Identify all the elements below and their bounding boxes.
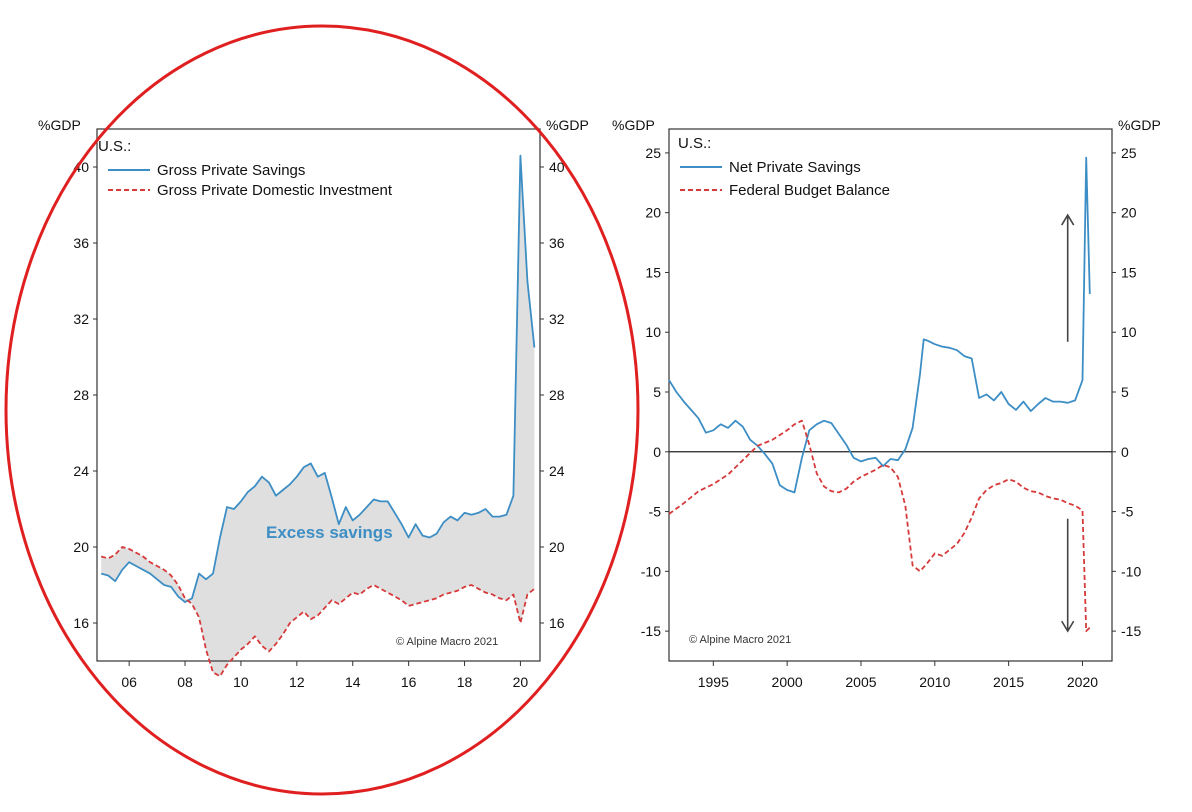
x-tick-label: 1995 <box>698 674 729 690</box>
x-tick-label: 12 <box>289 674 305 690</box>
y-tick-label-right: 15 <box>1121 264 1137 280</box>
right-chart-panel: -15 -10 -5 0 5 10 15 20 25 -15 -10 -5 0 5 10 15 20 25 19… <box>612 117 1161 690</box>
arrow-down-head <box>1061 620 1075 633</box>
x-tick-label: 08 <box>177 674 193 690</box>
y-tick-label-left: 20 <box>73 539 89 555</box>
y-tick-label-left: 0 <box>653 444 661 460</box>
x-tick-label: 2015 <box>993 674 1024 690</box>
left-region-label: U.S.: <box>98 138 131 155</box>
right-plot-frame <box>668 128 1113 662</box>
y-tick-label-right: 10 <box>1121 324 1137 340</box>
arrow-up-head <box>1061 213 1075 226</box>
y-tick-label-right: 40 <box>549 159 565 175</box>
y-tick-label-right: 20 <box>549 539 565 555</box>
left-y-unit-label-right: %GDP <box>546 117 589 133</box>
y-tick-label-left: -5 <box>649 504 662 520</box>
x-tick-label: 2000 <box>772 674 803 690</box>
excess-savings-area <box>101 155 535 677</box>
y-tick-label-left: 24 <box>73 463 89 479</box>
legend-label-gross-private-savings: Gross Private Savings <box>157 162 305 179</box>
x-tick-label: 2005 <box>845 674 876 690</box>
x-tick-label: 20 <box>513 674 529 690</box>
y-tick-label-right: 16 <box>549 615 565 631</box>
y-tick-label-right: 28 <box>549 387 565 403</box>
x-tick-label: 2020 <box>1067 674 1098 690</box>
y-tick-label-left: -10 <box>641 563 661 579</box>
y-tick-label-right: 5 <box>1121 384 1129 400</box>
y-tick-label-left: 10 <box>645 324 661 340</box>
y-tick-label-left: 28 <box>73 387 89 403</box>
y-tick-label-left: 40 <box>73 159 89 175</box>
left-source-label: © Alpine Macro 2021 <box>396 636 498 648</box>
y-tick-label-right: 32 <box>549 311 565 327</box>
left-y-unit-label-left: %GDP <box>38 117 81 133</box>
y-tick-label-left: 25 <box>645 145 661 161</box>
series-line-gross-private-savings <box>100 154 536 603</box>
legend-label-gross-private-domestic-investment: Gross Private Domestic Investment <box>157 182 393 199</box>
x-tick-label: 14 <box>345 674 361 690</box>
x-tick-label: 18 <box>457 674 473 690</box>
y-tick-label-right: 25 <box>1121 145 1137 161</box>
excess-savings-annotation: Excess savings <box>266 523 393 542</box>
series-line-gross-private-domestic-investment <box>100 546 535 678</box>
x-tick-label: 10 <box>233 674 249 690</box>
y-tick-label-left: 32 <box>73 311 89 327</box>
series-line-net-private-savings <box>668 156 1091 494</box>
legend-label-net-private-savings: Net Private Savings <box>729 159 861 176</box>
right-y-unit-label-right: %GDP <box>1118 117 1161 133</box>
y-tick-label-right: 24 <box>549 463 565 479</box>
y-tick-label-left: 20 <box>645 205 661 221</box>
y-tick-label-left: 5 <box>653 384 661 400</box>
y-tick-label-right: 0 <box>1121 444 1129 460</box>
right-source-label: © Alpine Macro 2021 <box>689 634 791 646</box>
y-tick-label-left: 16 <box>73 615 89 631</box>
y-tick-label-right: -10 <box>1121 563 1141 579</box>
x-tick-label: 06 <box>121 674 137 690</box>
y-tick-label-right: -15 <box>1121 623 1141 639</box>
y-tick-label-left: -15 <box>641 623 661 639</box>
y-tick-label-right: 20 <box>1121 205 1137 221</box>
y-tick-label-right: -5 <box>1121 504 1134 520</box>
highlight-ellipse <box>4 24 640 796</box>
right-y-unit-label-left: %GDP <box>612 117 655 133</box>
x-tick-label: 16 <box>401 674 417 690</box>
x-tick-label: 2010 <box>919 674 950 690</box>
y-tick-label-left: 36 <box>73 235 89 251</box>
left-chart-panel: 16 20 24 28 32 36 40 16 20 24 28 32 36 40 06 08 10 12 14… <box>38 117 589 690</box>
right-region-label: U.S.: <box>678 135 711 152</box>
y-tick-label-right: 36 <box>549 235 565 251</box>
y-tick-label-left: 15 <box>645 264 661 280</box>
series-line-federal-budget-balance <box>668 419 1091 632</box>
legend-label-federal-budget-balance: Federal Budget Balance <box>729 182 890 199</box>
